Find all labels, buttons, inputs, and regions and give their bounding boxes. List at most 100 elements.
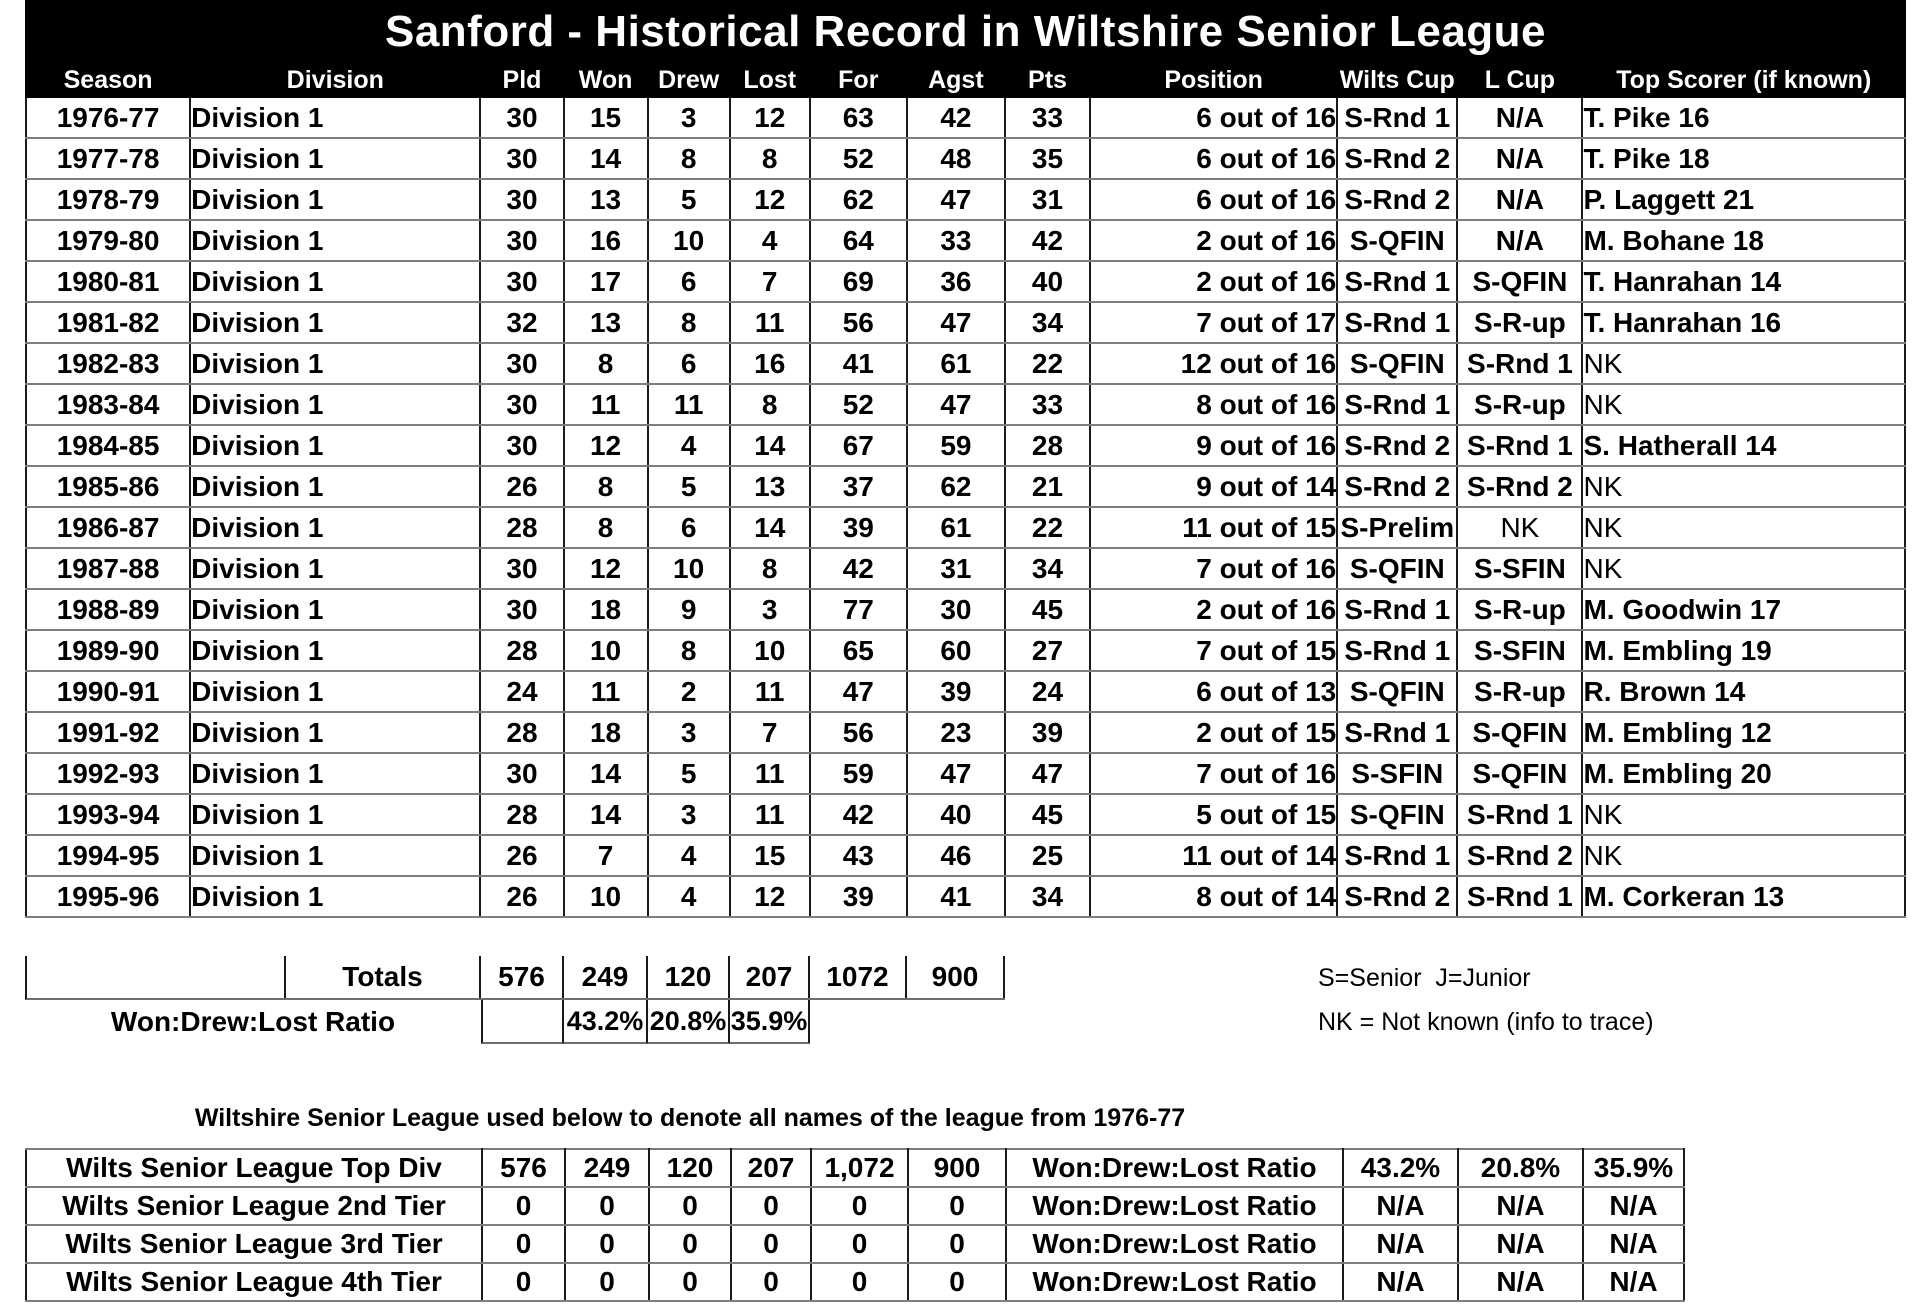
cell-pld: 30 [479,178,565,221]
summary-cell-won-pct: N/A [1342,1224,1459,1264]
totals-for: 1072 [810,956,907,998]
cell-pld: 30 [479,96,565,139]
table-header: Sanford - Historical Record in Wiltshire… [24,0,1906,98]
cell-lost: 16 [728,342,811,385]
cell-wilts-cup: S-QFIN [1336,342,1459,385]
summary-cell-drew-pct: N/A [1457,1186,1584,1226]
summary-cell-label: Wilts Senior League 3rd Tier [25,1224,483,1264]
cell-division: Division 1 [189,465,482,508]
cell-drew: 8 [646,629,731,672]
season-row-1993-94: 1993-94 Division 1 28 14 3 11 42 40 45 5 out of 1… [24,793,1906,836]
totals-drew: 120 [648,956,730,998]
cell-won: 14 [562,793,649,836]
cell-wilts-cup: S-Rnd 1 [1336,260,1459,303]
cell-l-cup: S-QFIN [1456,752,1584,795]
column-header-row: Season Division Pld Won Drew Lost For Agst Pts Po… [24,62,1906,98]
cell-wilts-cup: S-Rnd 2 [1336,875,1459,918]
cell-wilts-cup: S-Rnd 1 [1336,301,1459,344]
summary-cell-drew-pct: 20.8% [1457,1148,1584,1188]
cell-for: 69 [808,260,908,303]
season-row-1989-90: 1989-90 Division 1 28 10 8 10 65 60 27 7 out of 1… [24,629,1906,672]
table-body: 1976-77 Division 1 30 15 3 12 63 42 33 6 out of 1… [24,96,1906,918]
cell-agst: 41 [905,875,1006,918]
cell-agst: 47 [905,752,1006,795]
column-header-division: Division [189,62,482,98]
cell-won: 7 [562,834,649,877]
cell-for: 43 [808,834,908,877]
cell-season: 1991-92 [24,711,192,754]
summary-cell-lost-pct: N/A [1582,1224,1685,1264]
cell-pld: 30 [479,424,565,467]
cell-top-scorer: T. Pike 16 [1581,96,1906,139]
cell-lost: 13 [728,465,811,508]
cell-season: 1986-87 [24,506,192,549]
cell-won: 16 [562,219,649,262]
cell-agst: 47 [905,301,1006,344]
cell-division: Division 1 [189,793,482,836]
cell-pld: 32 [479,301,565,344]
cell-l-cup: S-SFIN [1456,629,1584,672]
cell-position: 2 out of 16 [1089,260,1339,303]
season-row-1977-78: 1977-78 Division 1 30 14 8 8 52 48 35 6 out of 16… [24,137,1906,180]
cell-lost: 8 [728,137,811,180]
cell-division: Division 1 [189,424,482,467]
cell-lost: 11 [728,301,811,344]
cell-lost: 7 [728,260,811,303]
cell-pts: 33 [1003,383,1092,426]
season-row-1976-77: 1976-77 Division 1 30 15 3 12 63 42 33 6 out of 1… [24,96,1906,139]
summary-row-wilts-senior-league-3rd-tier: Wilts Senior League 3rd Tier 0 0 0 0 0 0 Won:Dr… [25,1224,1685,1264]
cell-top-scorer: M. Corkeran 13 [1581,875,1906,918]
cell-wilts-cup: S-Rnd 1 [1336,383,1459,426]
cell-drew: 3 [646,96,731,139]
cell-l-cup: S-QFIN [1456,711,1584,754]
cell-pts: 39 [1003,711,1092,754]
cell-pts: 22 [1003,506,1092,549]
cell-division: Division 1 [189,875,482,918]
cell-l-cup: S-Rnd 1 [1456,793,1584,836]
cell-agst: 47 [905,383,1006,426]
cell-season: 1981-82 [24,301,192,344]
cell-l-cup: S-Rnd 1 [1456,424,1584,467]
cell-division: Division 1 [189,629,482,672]
cell-pts: 27 [1003,629,1092,672]
column-header-season: Season [24,62,192,98]
cell-drew: 8 [646,137,731,180]
cell-pld: 30 [479,547,565,590]
cell-division: Division 1 [189,383,482,426]
column-header-pts: Pts [1003,62,1092,98]
season-row-1990-91: 1990-91 Division 1 24 11 2 11 47 39 24 6 out of 1… [24,670,1906,713]
totals-lost: 207 [730,956,810,998]
cell-position: 11 out of 14 [1089,834,1339,877]
cell-agst: 31 [905,547,1006,590]
cell-top-scorer: NK [1581,547,1906,590]
cell-for: 47 [808,670,908,713]
summary-cell-won: 0 [564,1224,650,1264]
cell-season: 1989-90 [24,629,192,672]
cell-won: 12 [562,547,649,590]
cell-agst: 61 [905,342,1006,385]
cell-wilts-cup: S-QFIN [1336,670,1459,713]
column-header-agst: Agst [905,62,1006,98]
cell-top-scorer: M. Embling 19 [1581,629,1906,672]
cell-division: Division 1 [189,588,482,631]
summary-cell-agst: 900 [907,1148,1007,1188]
cell-won: 11 [562,670,649,713]
summary-cell-agst: 0 [907,1186,1007,1226]
ratio-lost: 35.9% [730,1000,810,1044]
cell-agst: 36 [905,260,1006,303]
cell-season: 1979-80 [24,219,192,262]
summary-cell-pld: 576 [481,1148,566,1188]
cell-won: 11 [562,383,649,426]
summary-row-wilts-senior-league-2nd-tier: Wilts Senior League 2nd Tier 0 0 0 0 0 0 Won:Dr… [25,1186,1685,1226]
cell-drew: 11 [646,383,731,426]
cell-agst: 47 [905,178,1006,221]
cell-l-cup: N/A [1456,137,1584,180]
cell-wilts-cup: S-Rnd 2 [1336,137,1459,180]
season-row-1978-79: 1978-79 Division 1 30 13 5 12 62 47 31 6 out of 1… [24,178,1906,221]
cell-position: 7 out of 16 [1089,547,1339,590]
cell-division: Division 1 [189,342,482,385]
cell-top-scorer: NK [1581,834,1906,877]
totals-agst: 900 [907,956,1005,998]
totals-pld: 576 [481,956,564,998]
season-row-1981-82: 1981-82 Division 1 32 13 8 11 56 47 34 7 out of 1… [24,301,1906,344]
